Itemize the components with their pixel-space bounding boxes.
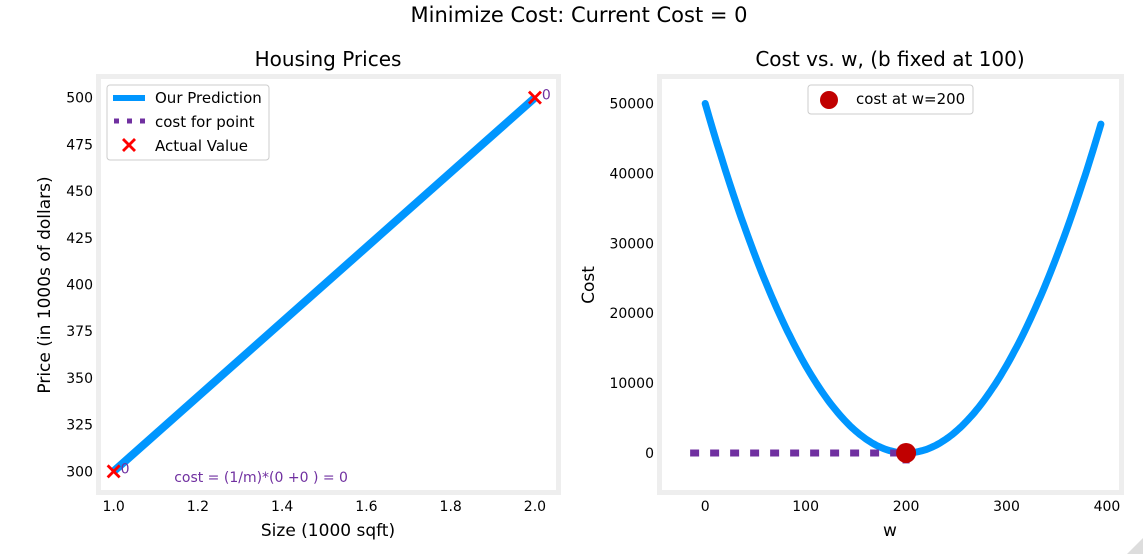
legend-prediction-label: Our Prediction xyxy=(155,89,262,107)
cost-vs-w-chart: Cost vs. w, (b fixed at 100) w Cost 0 100… xyxy=(579,47,1124,541)
point-cost-label: 0 xyxy=(542,88,551,104)
right-x-tick-label: 300 xyxy=(993,499,1020,515)
right-y-tick-label: 40000 xyxy=(609,166,654,182)
legend-marker-swatch xyxy=(820,91,838,109)
left-x-tick-label: 2.0 xyxy=(524,499,546,515)
left-y-axis-label: Price (in 1000s of dollars) xyxy=(35,176,55,393)
legend-cost-label: cost for point xyxy=(155,113,255,131)
left-x-tick-label: 1.8 xyxy=(440,499,462,515)
right-legend: cost at w=200 xyxy=(807,84,974,115)
right-y-axis-label: Cost xyxy=(579,266,599,304)
left-y-tick-label: 475 xyxy=(66,137,93,153)
left-legend-box xyxy=(106,84,270,161)
left-y-tick-label: 400 xyxy=(66,278,93,294)
left-x-tick-label: 1.2 xyxy=(187,499,209,515)
right-y-tick-label: 50000 xyxy=(609,96,654,112)
left-y-tick-label: 325 xyxy=(66,418,93,434)
left-x-tick-label: 1.4 xyxy=(271,499,293,515)
left-y-tick-label: 425 xyxy=(66,231,93,247)
right-legend-box xyxy=(807,84,974,115)
right-y-tick-label: 0 xyxy=(645,446,654,462)
left-y-tick-label: 300 xyxy=(66,464,93,480)
right-x-axis-label: w xyxy=(883,521,897,541)
right-plot-area xyxy=(662,79,1119,490)
legend-actual-swatch xyxy=(122,138,136,152)
right-x-tick-label: 400 xyxy=(1094,499,1121,515)
left-x-tick-label: 1.0 xyxy=(103,499,125,515)
cost-annotation: cost = (1/m)*(0 +0 ) = 0 xyxy=(174,470,348,486)
point-cost-label: 0 xyxy=(121,461,130,477)
prediction-line xyxy=(110,94,538,475)
left-y-tick-label: 450 xyxy=(66,184,93,200)
right-x-tick-label: 0 xyxy=(701,499,710,515)
actual-value-marker xyxy=(106,464,121,479)
left-legend: Our Prediction cost for point Actual Val… xyxy=(106,84,270,161)
left-y-tick-label: 500 xyxy=(66,91,93,107)
housing-prices-chart: Housing Prices Size (1000 sqft) Price (i… xyxy=(35,47,561,541)
right-chart-title: Cost vs. w, (b fixed at 100) xyxy=(755,47,1024,71)
resize-grip-icon[interactable] xyxy=(1127,538,1143,554)
left-chart-title: Housing Prices xyxy=(255,47,402,71)
figure-suptitle: Minimize Cost: Current Cost = 0 xyxy=(411,3,748,27)
right-y-tick-label: 20000 xyxy=(609,306,654,322)
left-y-tick-label: 350 xyxy=(66,371,93,387)
legend-marker-label: cost at w=200 xyxy=(856,90,965,108)
left-x-axis-label: Size (1000 sqft) xyxy=(261,521,395,541)
current-cost-marker xyxy=(896,442,917,463)
left-y-tick-label: 375 xyxy=(66,324,93,340)
actual-value-marker xyxy=(527,90,542,105)
right-y-tick-label: 10000 xyxy=(609,376,654,392)
right-x-tick-label: 100 xyxy=(792,499,819,515)
right-x-tick-label: 200 xyxy=(893,499,920,515)
right-y-tick-label: 30000 xyxy=(609,236,654,252)
left-x-tick-label: 1.6 xyxy=(355,499,377,515)
legend-actual-label: Actual Value xyxy=(155,137,248,155)
